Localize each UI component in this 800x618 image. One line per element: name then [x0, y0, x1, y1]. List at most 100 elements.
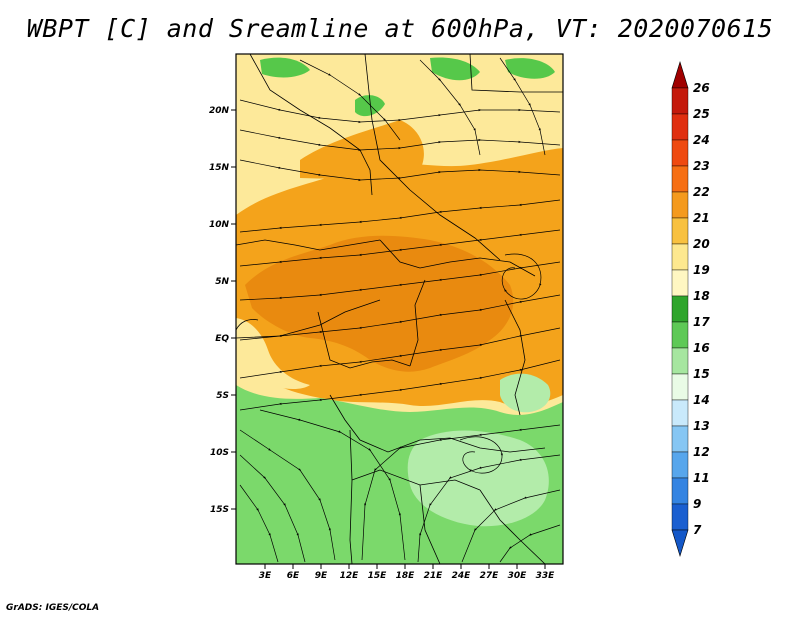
colorbar-label: 15: [693, 367, 710, 381]
lon-label-18e: 18E: [396, 571, 416, 581]
colorbar-label: 16: [693, 341, 710, 355]
colorbar-cell: [671, 399, 689, 427]
colorbar-cell: [671, 503, 689, 531]
colorbar-cell: [671, 113, 689, 141]
lon-label-15e: 15E: [368, 571, 388, 581]
lat-tick: 15N: [209, 163, 236, 173]
colorbar-top-arrow: [671, 60, 689, 89]
colorbar-cell: [671, 477, 689, 505]
lon-label-27e: 27E: [480, 571, 500, 581]
lat-tick: 15S: [210, 505, 236, 515]
lon-tick: 30E: [508, 564, 528, 581]
colorbar-cell: [671, 217, 689, 245]
colorbar-label: 26: [693, 81, 710, 95]
lon-tick: 24E: [452, 564, 472, 581]
colorbar-cell: [671, 243, 689, 271]
streamline: [419, 59, 481, 156]
lat-tick: 5N: [215, 277, 236, 287]
colorbar-cell: [671, 451, 689, 479]
lon-label-9e: 9E: [315, 571, 328, 581]
lat-label-10n: 10N: [209, 220, 230, 230]
streamline: [461, 489, 561, 563]
lon-label-3e: 3E: [259, 571, 272, 581]
streamline: [499, 57, 546, 156]
colorbar-label: 19: [693, 263, 710, 277]
colorbar-label: 22: [693, 185, 710, 199]
streamline: [239, 99, 561, 124]
colorbar-labels: 26 25 24 23 22 21 20 19 18 17 16 15 14 1…: [693, 81, 710, 537]
colorbar-label: 18: [693, 289, 710, 303]
lat-label-20n: 20N: [209, 106, 230, 116]
streamline: [239, 484, 279, 563]
lat-label-5n: 5N: [215, 277, 229, 287]
lon-label-24e: 24E: [452, 571, 472, 581]
colorbar-label: 17: [693, 315, 710, 329]
colorbar: 26 25 24 23 22 21 20 19 18 17 16 15 14 1…: [671, 60, 710, 558]
colorbar-label: 23: [693, 159, 710, 173]
streamline: [239, 159, 561, 182]
streamline: [239, 129, 561, 152]
streamline: [501, 253, 542, 300]
region-north-green-patch-3: [430, 57, 480, 81]
streamline: [361, 424, 561, 561]
colorbar-label: 12: [693, 445, 710, 459]
lon-label-21e: 21E: [424, 571, 444, 581]
lon-label-12e: 12E: [340, 571, 360, 581]
colorbar-bottom-arrow: [671, 529, 689, 558]
grads-credit: GrADS: IGES/COLA: [6, 603, 100, 613]
lon-tick: 9E: [315, 564, 328, 581]
lon-tick: 21E: [424, 564, 444, 581]
lon-label-30e: 30E: [508, 571, 528, 581]
latitude-axis: 20N 15N 10N 5N EQ 5S 10S 15S: [209, 106, 236, 515]
colorbar-cell: [671, 295, 689, 323]
colorbar-cell: [671, 269, 689, 297]
colorbar-cell: [671, 425, 689, 453]
lon-tick: 6E: [287, 564, 300, 581]
lat-label-10s: 10S: [210, 448, 229, 458]
lon-tick: 27E: [480, 564, 500, 581]
streamline: [417, 454, 561, 563]
lon-tick: 15E: [368, 564, 388, 581]
colorbar-cell: [671, 321, 689, 349]
streamline: [239, 261, 561, 301]
lat-tick: 10S: [210, 448, 236, 458]
lat-label-15s: 15S: [210, 505, 229, 515]
colorbar-label: 14: [693, 393, 710, 407]
streamlines: [239, 57, 561, 563]
colorbar-label: 25: [693, 107, 710, 121]
colorbar-cell: [671, 139, 689, 167]
map-frame: [235, 53, 564, 565]
streamline: [239, 359, 561, 411]
streamline: [299, 59, 401, 141]
lon-label-6e: 6E: [287, 571, 300, 581]
colorbar-label: 7: [693, 523, 702, 537]
streamline: [239, 454, 306, 563]
region-north-green-patch-4: [505, 58, 555, 79]
lat-label-15n: 15N: [209, 163, 230, 173]
lat-tick: 5S: [216, 391, 236, 401]
colorbar-cell: [671, 191, 689, 219]
lon-tick: 3E: [259, 564, 272, 581]
colorbar-label: 11: [693, 471, 710, 485]
colorbar-cell: [671, 87, 689, 115]
lat-label-eq: EQ: [215, 334, 229, 344]
colorbar-label: 21: [693, 211, 710, 225]
colorbar-cell: [671, 373, 689, 401]
chart-title: WBPT [C] and Sreamline at 600hPa, VT: 20…: [26, 14, 774, 43]
region-north-green-patch-1: [260, 57, 310, 78]
lat-tick: 10N: [209, 220, 236, 230]
longitude-axis: 3E 6E 9E 12E 15E 18E 21E 24E 27E 30E 33E: [259, 564, 555, 581]
lat-tick: EQ: [215, 334, 236, 344]
region-coast-yellow: [236, 318, 310, 390]
streamline: [239, 229, 561, 267]
lon-tick: 12E: [340, 564, 360, 581]
colorbar-cells: [671, 87, 689, 531]
lon-tick: 33E: [536, 564, 555, 581]
colorbar-label: 9: [693, 497, 701, 511]
map-panel: [236, 54, 563, 564]
colorbar-cell: [671, 165, 689, 193]
colorbar-cell: [671, 347, 689, 375]
colorbar-label: 24: [693, 133, 710, 147]
lon-tick: 18E: [396, 564, 416, 581]
